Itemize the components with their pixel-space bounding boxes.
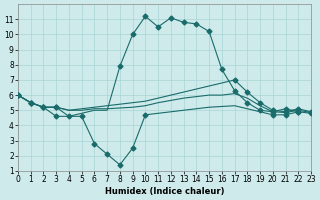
X-axis label: Humidex (Indice chaleur): Humidex (Indice chaleur)	[105, 187, 224, 196]
